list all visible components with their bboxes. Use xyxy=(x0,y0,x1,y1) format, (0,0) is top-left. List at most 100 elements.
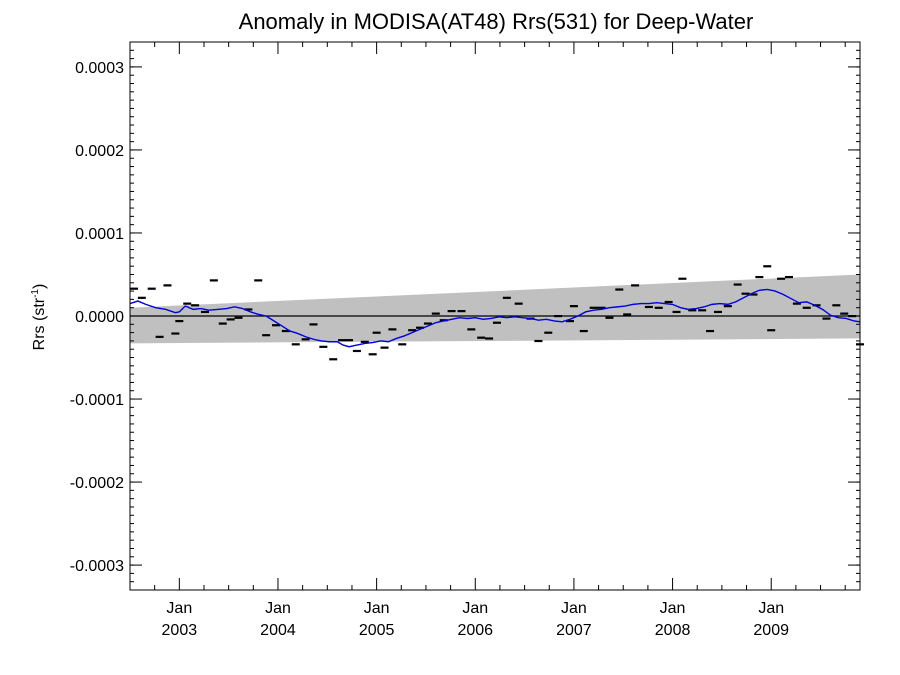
x-tick-label-year: 2008 xyxy=(655,622,691,639)
data-point xyxy=(398,343,407,346)
data-point xyxy=(388,328,397,331)
data-point xyxy=(262,334,271,337)
data-point xyxy=(554,315,563,318)
data-point xyxy=(544,331,553,334)
x-tick-label-year: 2003 xyxy=(162,622,198,639)
data-point xyxy=(416,326,425,329)
data-point xyxy=(623,313,632,316)
data-point xyxy=(272,324,280,327)
data-point xyxy=(329,358,338,361)
data-point xyxy=(408,329,417,332)
y-tick-label: 0.0000 xyxy=(75,309,124,326)
y-axis-label-close: ) xyxy=(31,284,48,289)
data-point xyxy=(569,305,578,308)
data-point xyxy=(579,329,588,333)
chart-title: Anomaly in MODISA(AT48) Rrs(531) for Dee… xyxy=(239,9,754,34)
data-point xyxy=(565,319,574,323)
data-point xyxy=(749,293,758,296)
x-tick-label-month: Jan xyxy=(462,600,488,617)
data-point xyxy=(832,304,841,307)
data-point xyxy=(485,337,494,340)
data-point xyxy=(352,349,361,353)
y-tick-label: 0.0002 xyxy=(75,143,124,160)
y-tick-label: 0.0001 xyxy=(75,226,124,243)
data-point xyxy=(338,339,347,342)
data-point xyxy=(733,283,742,286)
x-tick-label-month: Jan xyxy=(660,600,686,617)
series-line-smoothed xyxy=(129,288,861,348)
data-point xyxy=(615,288,624,291)
data-point xyxy=(155,335,164,338)
data-point xyxy=(191,304,200,307)
data-point xyxy=(755,275,764,279)
data-point xyxy=(431,312,440,315)
data-point xyxy=(514,302,523,305)
data-point xyxy=(254,279,263,282)
data-point xyxy=(319,345,328,348)
y-tick-label: -0.0001 xyxy=(70,392,124,409)
data-point xyxy=(183,302,192,305)
data-point xyxy=(301,338,310,341)
data-point xyxy=(457,310,466,313)
data-point xyxy=(467,328,476,331)
data-point xyxy=(492,321,501,324)
data-point xyxy=(784,275,793,279)
data-point xyxy=(654,306,663,309)
x-tick-label-year: 2007 xyxy=(556,622,592,639)
data-point xyxy=(741,292,750,295)
data-point xyxy=(372,331,381,334)
x-tick-label-month: Jan xyxy=(758,600,784,617)
data-point xyxy=(644,305,653,309)
data-point xyxy=(244,308,253,311)
data-point xyxy=(281,329,290,333)
x-tick-label-year: 2009 xyxy=(753,622,789,639)
data-point xyxy=(502,296,511,299)
data-point xyxy=(688,309,697,312)
data-point xyxy=(812,304,821,307)
data-point xyxy=(129,287,138,290)
y-axis-label-text: Rrs (str xyxy=(31,297,48,350)
data-point xyxy=(840,312,849,315)
data-point xyxy=(360,340,369,343)
data-point xyxy=(706,329,715,333)
x-tick-label-year: 2006 xyxy=(457,622,493,639)
data-point xyxy=(291,343,300,346)
x-tick-label-month: Jan xyxy=(166,600,192,617)
y-axis-label: Rrs (str-1) xyxy=(30,284,48,351)
y-tick-label: 0.0003 xyxy=(75,60,124,77)
data-point xyxy=(345,339,353,342)
data-point xyxy=(380,346,389,349)
x-tick-label-year: 2005 xyxy=(359,622,395,639)
data-point xyxy=(631,284,640,287)
data-point xyxy=(597,306,606,309)
data-point xyxy=(713,310,722,314)
data-point xyxy=(137,296,146,299)
y-tick-label: -0.0003 xyxy=(70,558,124,575)
data-point xyxy=(589,306,598,309)
confidence-band xyxy=(130,274,860,344)
data-point xyxy=(767,329,776,332)
data-point xyxy=(147,287,156,290)
data-point xyxy=(605,316,614,319)
data-point xyxy=(234,316,243,319)
y-axis-label-superscript: -1 xyxy=(30,289,41,298)
x-tick-label-year: 2004 xyxy=(260,622,296,639)
data-point xyxy=(439,319,448,322)
data-point xyxy=(209,279,218,282)
data-point xyxy=(698,309,707,312)
y-tick-label: -0.0002 xyxy=(70,475,124,492)
x-tick-label-month: Jan xyxy=(561,600,587,617)
data-point xyxy=(218,322,227,325)
data-point xyxy=(763,265,772,268)
data-point xyxy=(672,310,681,314)
data-point xyxy=(163,284,172,287)
data-point xyxy=(447,310,456,313)
data-point xyxy=(175,319,184,323)
data-point xyxy=(534,339,543,343)
data-point xyxy=(802,306,811,309)
data-point xyxy=(822,317,831,320)
data-point xyxy=(226,318,235,321)
data-point xyxy=(664,300,673,304)
x-tick-label-month: Jan xyxy=(265,600,291,617)
